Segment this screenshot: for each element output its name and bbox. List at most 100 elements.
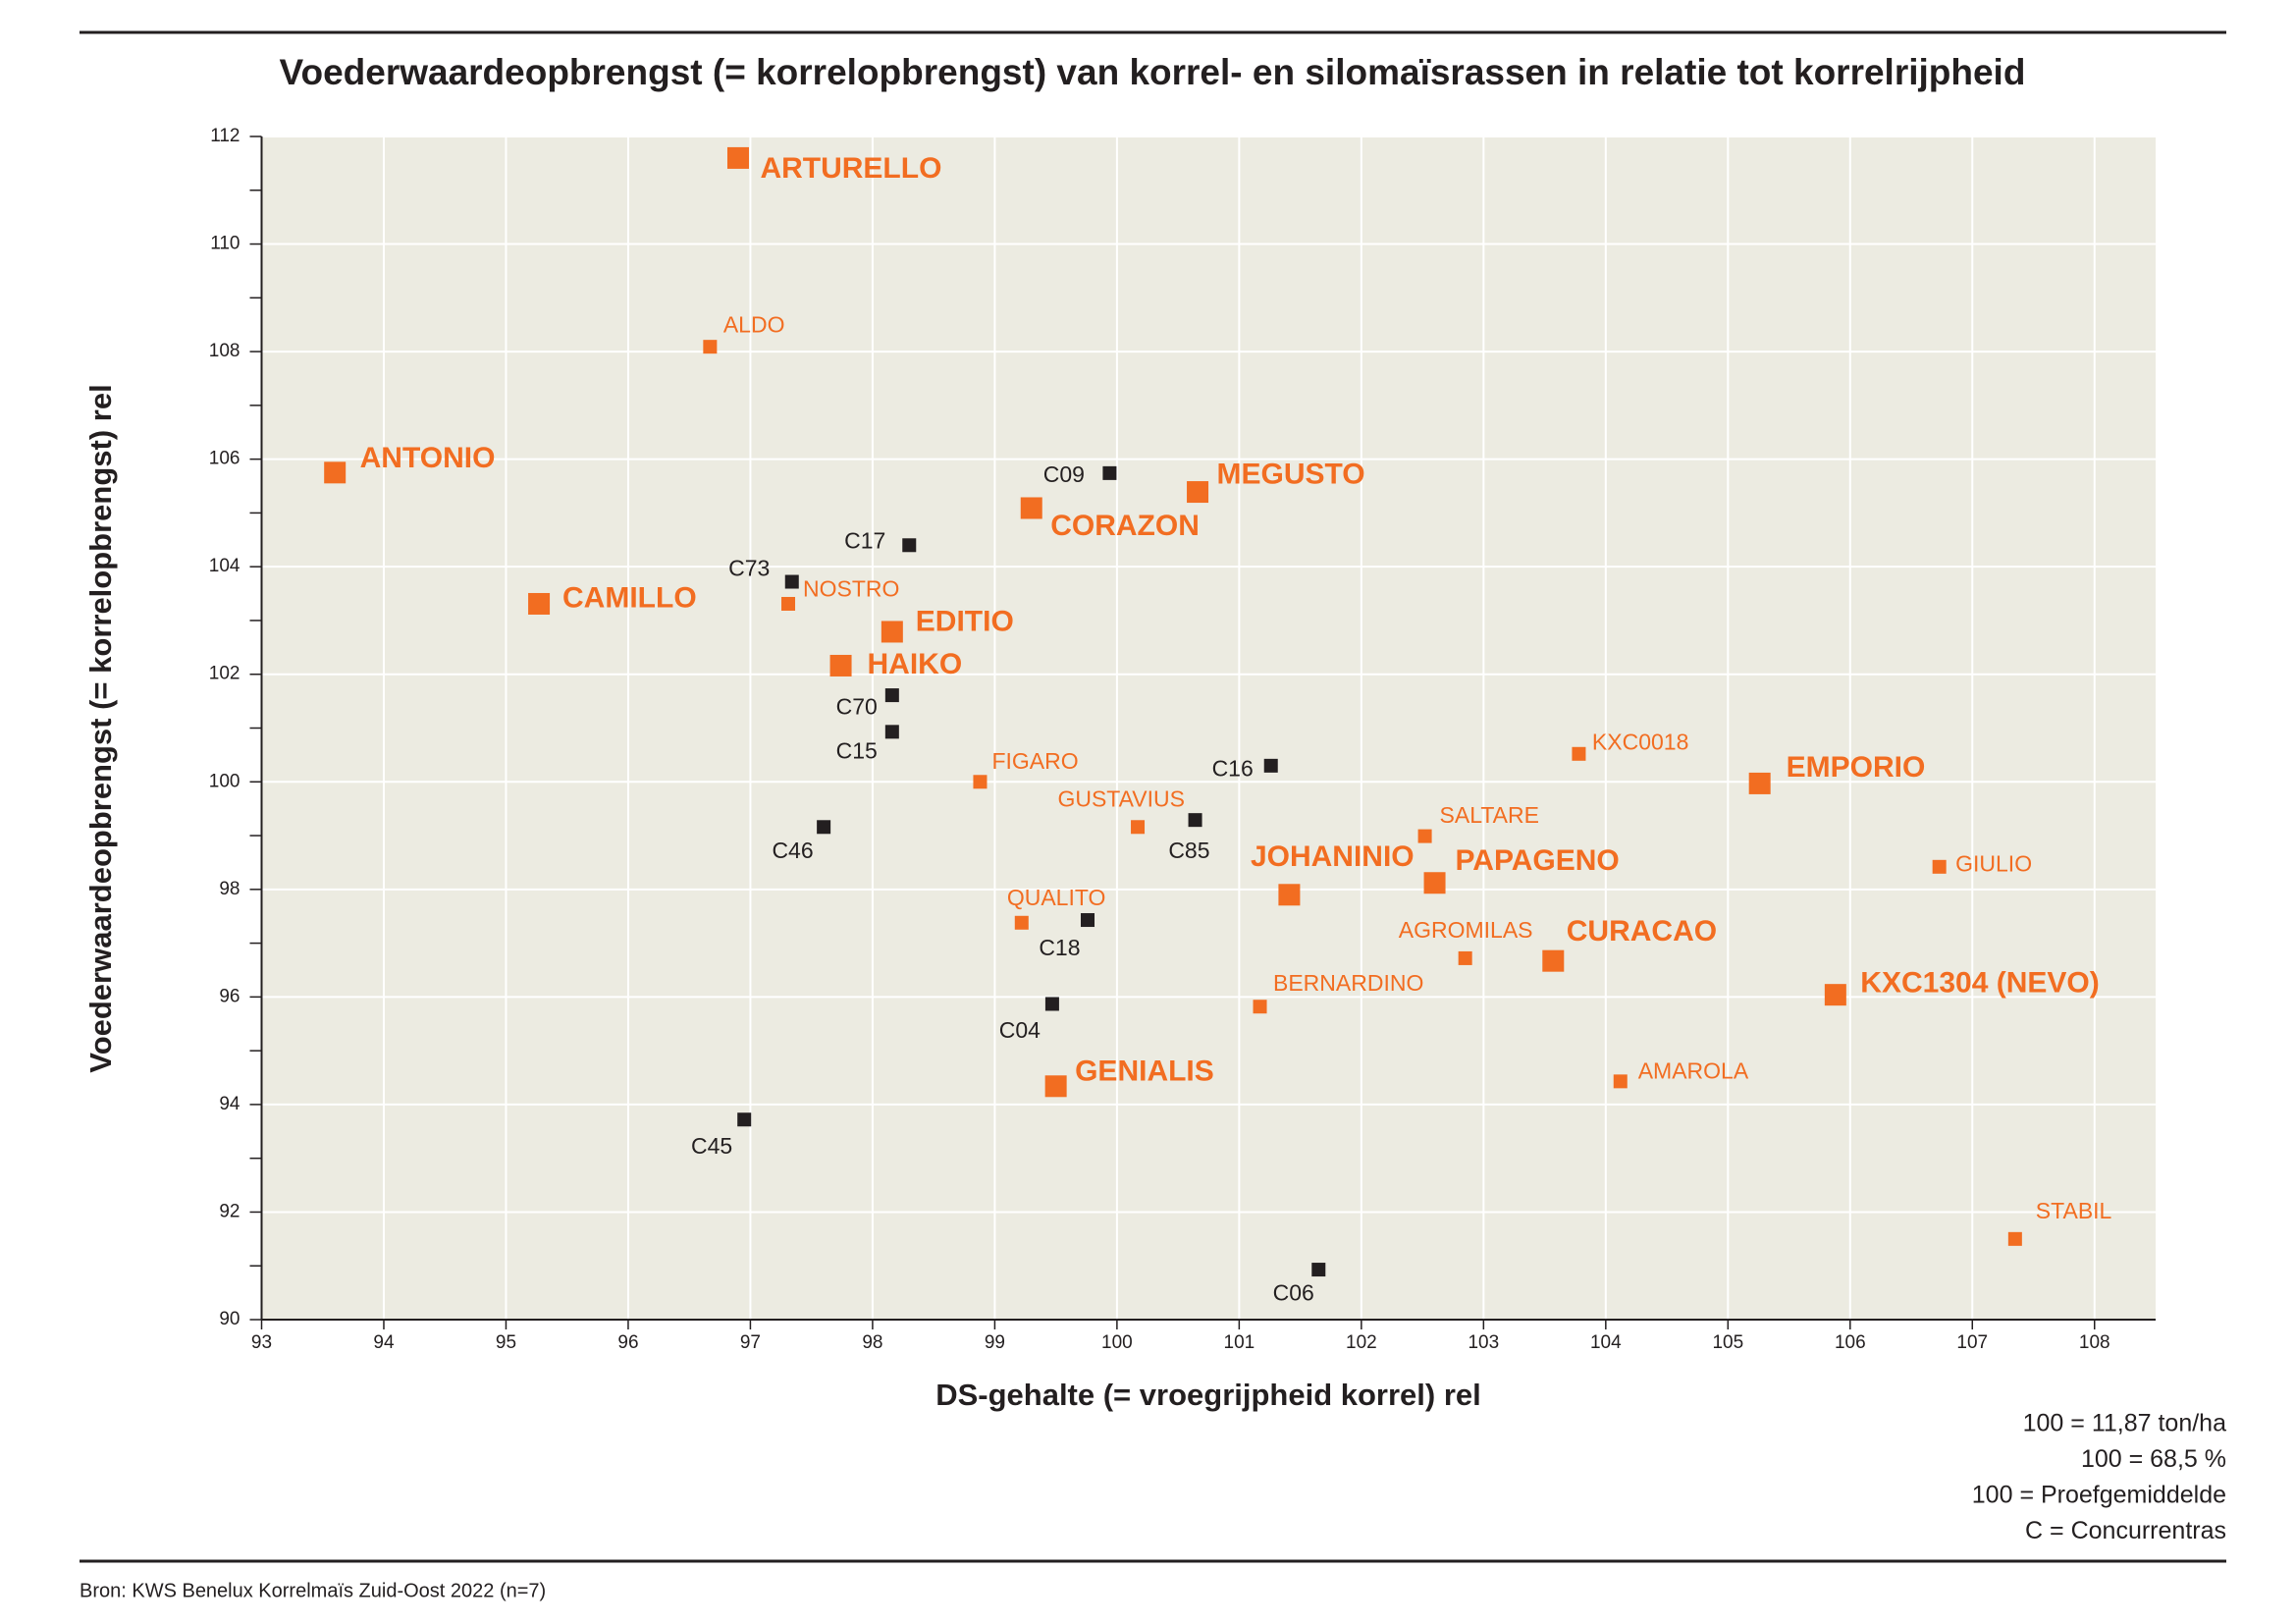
point-label: KXC0018 xyxy=(1592,729,1688,754)
x-axis-label: DS-gehalte (= vroegrijpheid korrel) rel xyxy=(935,1378,1481,1412)
note: 100 = 68,5 % xyxy=(2081,1445,2226,1473)
point xyxy=(1044,997,1059,1011)
note: 100 = 11,87 ton/ha xyxy=(2023,1410,2226,1437)
point-label: CAMILLO xyxy=(562,581,697,614)
point xyxy=(781,596,796,611)
point-label: C17 xyxy=(844,527,885,553)
point-label: KXC1304 (NEVO) xyxy=(1860,967,2099,1000)
y-tick-label: 96 xyxy=(219,986,240,1006)
x-tick-label: 105 xyxy=(1712,1332,1743,1353)
x-tick-label: 94 xyxy=(373,1332,395,1353)
y-tick-label: 92 xyxy=(219,1201,240,1221)
point-label: ANTONIO xyxy=(360,442,496,474)
x-tick-label: 108 xyxy=(2079,1332,2110,1353)
point xyxy=(1131,820,1146,835)
point xyxy=(817,820,831,835)
point xyxy=(703,340,718,354)
point-label: MEGUSTO xyxy=(1217,459,1365,491)
point-label: AGROMILAS xyxy=(1399,917,1533,943)
point-label: C06 xyxy=(1273,1280,1314,1306)
x-tick-label: 101 xyxy=(1224,1332,1255,1353)
source: Bron: KWS Benelux Korrelmaïs Zuid-Oost 2… xyxy=(80,1580,546,1601)
x-tick-label: 106 xyxy=(1835,1332,1866,1353)
point-label: ARTURELLO xyxy=(760,152,941,185)
point-label: HAIKO xyxy=(867,648,962,680)
point-label: PAPAGENO xyxy=(1456,844,1620,877)
point xyxy=(1542,949,1565,972)
y-tick-label: 104 xyxy=(209,556,240,576)
point-label: EDITIO xyxy=(916,605,1014,637)
point-label: CORAZON xyxy=(1050,510,1200,542)
point xyxy=(528,592,551,615)
y-tick-label: 106 xyxy=(209,449,240,469)
y-tick-label: 94 xyxy=(219,1094,240,1114)
x-tick-label: 96 xyxy=(617,1332,638,1353)
point-label: C15 xyxy=(836,737,878,763)
point xyxy=(1263,758,1278,773)
point-label: GIULIO xyxy=(1955,850,2032,876)
chart-title: Voederwaardeopbrengst (= korrelopbrengst… xyxy=(280,52,2026,92)
point-label: SALTARE xyxy=(1440,802,1539,828)
point xyxy=(1932,859,1947,874)
point-label: C46 xyxy=(772,838,813,863)
point-label: C73 xyxy=(728,556,770,581)
point-label: C18 xyxy=(1039,935,1080,960)
point-label: ALDO xyxy=(723,311,785,337)
point xyxy=(1824,984,1846,1006)
point xyxy=(884,688,899,703)
x-tick-label: 102 xyxy=(1346,1332,1377,1353)
point xyxy=(1188,813,1202,828)
point-label: C85 xyxy=(1168,838,1209,863)
plot-background xyxy=(261,136,2156,1320)
point xyxy=(737,1112,752,1127)
point xyxy=(1748,772,1771,794)
x-tick-label: 103 xyxy=(1468,1332,1499,1353)
y-tick-label: 102 xyxy=(209,664,240,684)
y-tick-label: 110 xyxy=(210,234,240,254)
point xyxy=(1102,465,1117,480)
point xyxy=(1572,746,1586,761)
point-label: C45 xyxy=(691,1133,732,1159)
point xyxy=(324,461,347,484)
point-label: BERNARDINO xyxy=(1273,970,1423,996)
x-tick-label: 100 xyxy=(1101,1332,1133,1353)
point xyxy=(829,654,852,677)
y-tick-label: 108 xyxy=(209,341,240,361)
point-label: CURACAO xyxy=(1567,915,1717,947)
point-label: GENIALIS xyxy=(1075,1056,1214,1088)
point xyxy=(902,538,917,553)
x-tick-label: 98 xyxy=(862,1332,882,1353)
point xyxy=(1081,913,1095,928)
y-axis-label: Voederwaardeopbrengst (= korrelopbrengst… xyxy=(83,384,118,1072)
y-tick-label: 112 xyxy=(210,126,240,146)
point xyxy=(881,621,903,643)
point-label: C04 xyxy=(999,1017,1041,1043)
x-tick-label: 95 xyxy=(496,1332,516,1353)
point-label: NOSTRO xyxy=(803,576,899,602)
point-label: JOHANINIO xyxy=(1251,840,1415,873)
point xyxy=(1458,950,1472,965)
point xyxy=(1044,1075,1067,1098)
point xyxy=(1417,829,1432,843)
point xyxy=(1423,872,1446,894)
point xyxy=(1020,497,1042,519)
point xyxy=(1278,884,1301,906)
y-tick-label: 98 xyxy=(219,879,240,899)
point xyxy=(784,574,799,589)
note: 100 = Proefgemiddelde xyxy=(1972,1482,2226,1509)
point-label: C09 xyxy=(1043,461,1085,487)
point-label: GUSTAVIUS xyxy=(1057,785,1185,811)
point-label: QUALITO xyxy=(1007,885,1106,910)
point-label: FIGARO xyxy=(991,748,1078,774)
y-tick-label: 100 xyxy=(209,771,240,791)
note: C = Concurrentras xyxy=(2025,1517,2226,1544)
point xyxy=(1014,915,1029,930)
x-tick-label: 107 xyxy=(1956,1332,1988,1353)
point xyxy=(1253,1000,1267,1014)
point xyxy=(2007,1231,2022,1246)
y-tick-label: 90 xyxy=(219,1309,240,1329)
x-tick-label: 93 xyxy=(251,1332,272,1353)
point-label: C16 xyxy=(1212,755,1254,781)
